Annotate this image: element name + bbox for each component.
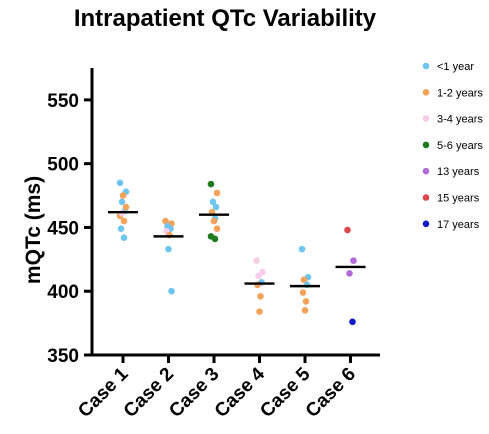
legend-marker: [422, 89, 430, 96]
data-points: [116, 179, 357, 326]
legend-marker: [422, 115, 430, 122]
data-point: [344, 226, 351, 234]
data-point: [210, 217, 218, 225]
y-tick-label: 500: [47, 155, 79, 176]
y-tick-label: 550: [47, 91, 79, 112]
x-tick-label: Case 3: [165, 364, 223, 422]
data-point: [116, 179, 124, 187]
data-point: [162, 217, 169, 225]
y-axis-label: mQTc (ms): [22, 176, 45, 284]
data-point: [211, 235, 219, 243]
data-point: [257, 293, 264, 300]
legend-label: 15 years: [437, 193, 480, 205]
legend-marker: [422, 62, 430, 70]
legend-label: 13 years: [437, 166, 480, 178]
x-tick-label: Case 1: [74, 363, 132, 421]
data-point: [350, 257, 357, 264]
legend-label: 5-6 years: [437, 140, 483, 152]
legend: <1 year 1-2 years 3-4 years 5-6 years 13 yea…: [422, 61, 483, 231]
data-point: [213, 189, 221, 197]
data-point: [302, 298, 310, 305]
legend-label: <1 year: [437, 61, 474, 73]
y-tick-label: 450: [47, 218, 79, 239]
data-point: [168, 287, 175, 295]
data-point: [119, 192, 127, 199]
data-point: [207, 180, 215, 188]
data-point: [120, 234, 128, 241]
data-point: [117, 225, 125, 233]
data-point: [300, 276, 308, 284]
legend-label: 17 years: [437, 219, 480, 231]
legend-marker: [422, 194, 430, 201]
data-point: [212, 203, 220, 211]
data-point: [349, 318, 356, 326]
chart-title: Intrapatient QTc Variability: [74, 5, 377, 32]
x-tick-label: Case 6: [302, 364, 360, 422]
data-point: [255, 272, 262, 280]
legend-label: 1-2 years: [437, 87, 483, 99]
data-point: [213, 225, 221, 233]
legend-marker: [422, 220, 430, 228]
legend-marker: [422, 141, 430, 149]
data-point: [298, 245, 306, 253]
data-point: [301, 307, 309, 314]
y-tick-label: 400: [47, 282, 79, 303]
x-tick-label: Case 2: [120, 364, 178, 422]
data-point: [256, 308, 263, 315]
legend-label: 3-4 years: [437, 114, 483, 126]
data-point: [120, 217, 128, 225]
data-point: [346, 270, 353, 277]
data-point: [122, 203, 130, 211]
data-point: [165, 245, 172, 253]
mean-lines: [108, 210, 366, 288]
x-tick-label: Case 4: [211, 363, 269, 421]
y-tick-label: 350: [47, 346, 79, 367]
data-point: [118, 198, 126, 206]
x-tick-label: Case 5: [256, 363, 314, 421]
data-point: [253, 257, 260, 264]
data-point: [299, 289, 307, 296]
legend-marker: [422, 167, 430, 175]
data-point: [209, 198, 217, 206]
